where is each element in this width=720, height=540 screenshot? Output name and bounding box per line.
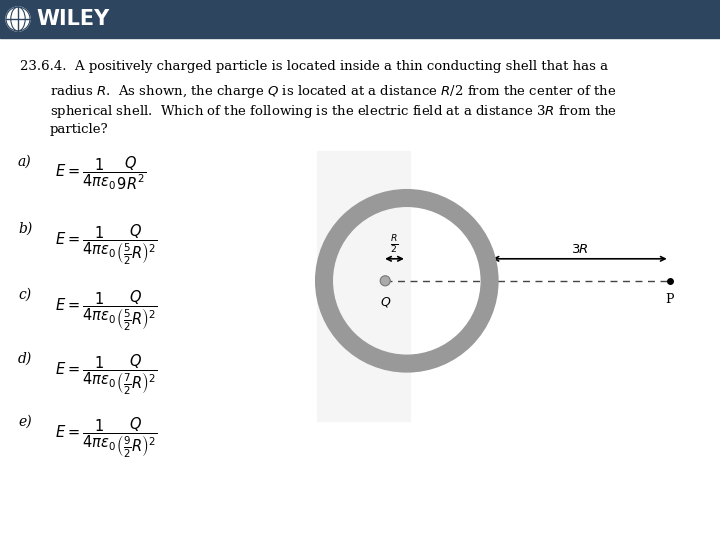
Text: $E = \dfrac{1}{4\pi\varepsilon_0} \dfrac{Q}{\left(\frac{9}{2}R\right)^2}$: $E = \dfrac{1}{4\pi\varepsilon_0} \dfrac… [55,415,158,460]
Text: P: P [665,293,674,306]
Text: e): e) [18,415,32,429]
Circle shape [6,7,30,31]
Text: $\frac{R}{2}$: $\frac{R}{2}$ [390,234,399,256]
Text: 23.6.4.  A positively charged particle is located inside a thin conducting shell: 23.6.4. A positively charged particle is… [20,60,608,73]
Text: c): c) [18,288,31,302]
Text: $3R$: $3R$ [571,243,588,256]
Text: $E = \dfrac{1}{4\pi\varepsilon_0} \dfrac{Q}{\left(\frac{5}{2}R\right)^2}$: $E = \dfrac{1}{4\pi\varepsilon_0} \dfrac… [55,288,158,333]
Circle shape [380,276,390,286]
Text: a): a) [18,155,32,169]
Text: $E = \dfrac{1}{4\pi\varepsilon_0} \dfrac{Q}{\left(\frac{7}{2}R\right)^2}$: $E = \dfrac{1}{4\pi\varepsilon_0} \dfrac… [55,352,158,396]
Text: radius $R$.  As shown, the charge $Q$ is located at a distance $R$/2 from the ce: radius $R$. As shown, the charge $Q$ is … [50,83,616,100]
Text: spherical shell.  Which of the following is the electric field at a distance 3$R: spherical shell. Which of the following … [50,103,617,120]
Text: b): b) [18,222,32,236]
Bar [317,151,410,421]
Bar [0,0,720,38]
Text: $E = \dfrac{1}{4\pi\varepsilon_0} \dfrac{Q}{\left(\frac{5}{2}R\right)^2}$: $E = \dfrac{1}{4\pi\varepsilon_0} \dfrac… [55,222,158,267]
Text: WILEY: WILEY [36,9,109,29]
Text: d): d) [18,352,32,366]
Text: $E = \dfrac{1}{4\pi\varepsilon_0} \dfrac{Q}{9R^2}$: $E = \dfrac{1}{4\pi\varepsilon_0} \dfrac… [55,155,147,192]
Text: $Q$: $Q$ [379,295,391,309]
Text: particle?: particle? [50,123,109,136]
